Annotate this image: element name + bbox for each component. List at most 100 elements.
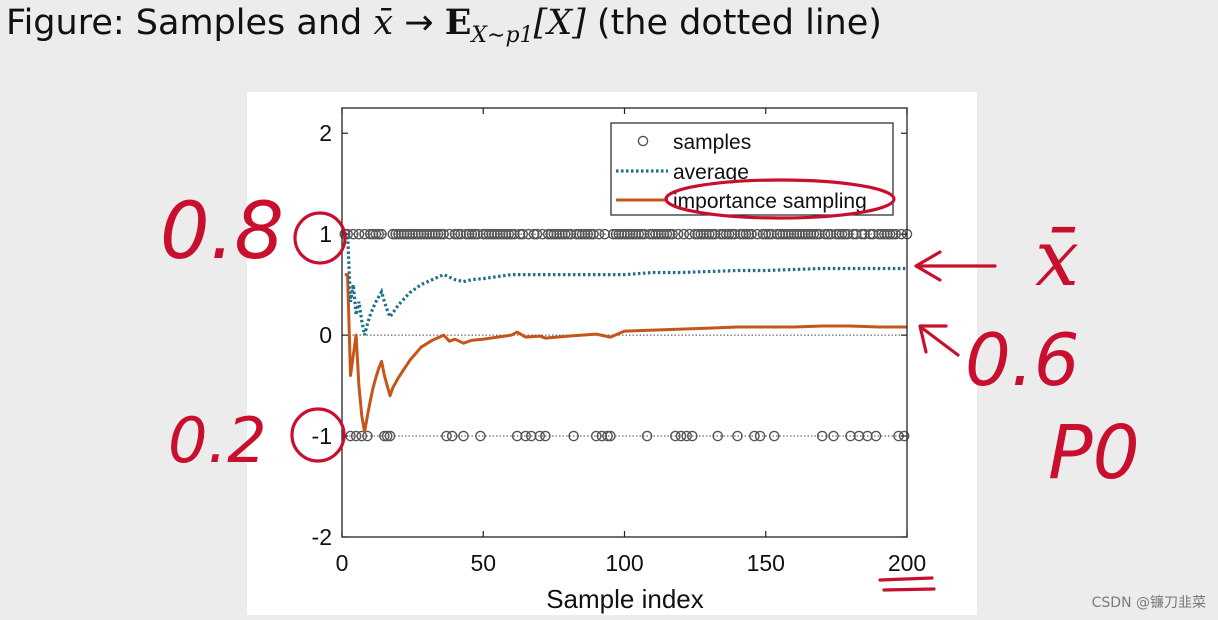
sample-marker [822, 228, 834, 240]
sample-marker [653, 228, 664, 240]
sample-marker [867, 228, 879, 240]
sample-marker [622, 228, 633, 240]
legend-label: samples [673, 131, 751, 154]
sample-marker [559, 228, 571, 240]
x-tick-label: 100 [605, 550, 643, 576]
sample-marker [814, 228, 825, 240]
sample-marker [492, 228, 503, 240]
sample-marker [401, 228, 413, 240]
watermark: CSDN @镰刀韭菜 [1091, 595, 1206, 611]
sample-marker [438, 228, 450, 240]
sample-marker [475, 430, 486, 442]
sample-marker [362, 430, 373, 442]
sample-marker [607, 228, 619, 240]
sample-marker [732, 430, 743, 442]
sample-marker [726, 228, 738, 240]
sample-marker [460, 228, 472, 240]
sample-marker [898, 430, 910, 442]
sample-marker [884, 228, 896, 240]
sample-marker [379, 430, 390, 442]
sample-marker [636, 228, 647, 240]
sample-marker [596, 430, 608, 442]
x-tick-label: 200 [888, 550, 926, 576]
sample-marker [489, 228, 500, 240]
sample-marker [472, 228, 483, 240]
sample-marker [545, 228, 557, 240]
sample-marker [387, 228, 399, 240]
sample-marker [723, 228, 735, 240]
sample-marker [712, 430, 724, 442]
sample-marker [816, 430, 828, 442]
sample-marker [760, 228, 772, 240]
sample-marker [870, 430, 882, 442]
sample-marker [856, 228, 868, 240]
sample-marker [890, 228, 902, 240]
legend-label: importance sampling [673, 190, 867, 213]
sample-marker [836, 228, 848, 240]
sample-marker [381, 430, 393, 442]
sample-marker [777, 228, 789, 240]
sample-marker [593, 228, 605, 240]
x-tick-label: 150 [747, 550, 785, 576]
sample-marker [446, 430, 458, 442]
sample-marker [571, 228, 582, 240]
sample-marker [421, 228, 433, 240]
sample-marker [839, 228, 851, 240]
sample-marker [737, 228, 749, 240]
sample-marker [768, 430, 780, 442]
axes: -2 -1 0 1 2 0 50 100 150 200 [312, 107, 926, 576]
sample-marker [523, 228, 534, 240]
sample-marker [370, 228, 382, 240]
sample-marker [588, 228, 599, 240]
sample-marker [667, 228, 678, 240]
sample-marker [531, 228, 543, 240]
sample-marker [887, 228, 899, 240]
sample-marker [644, 228, 656, 240]
sample-marker [647, 228, 659, 240]
sample-marker [458, 430, 469, 442]
annotation-arrow-importance [918, 324, 960, 357]
annotation-0-6: 0.6 [965, 318, 1080, 402]
sample-marker [876, 228, 887, 240]
sample-marker [833, 228, 845, 240]
sample-marker [537, 228, 548, 240]
sample-marker [692, 228, 704, 240]
sample-marker [735, 228, 746, 240]
sample-marker [802, 228, 814, 240]
sample-marker [661, 228, 673, 240]
title-subscript: X∼p1 [471, 23, 534, 48]
x-axis-label: Sample index [546, 584, 704, 614]
sample-marker [373, 228, 385, 240]
title-arrow: → [393, 3, 445, 43]
sample-marker [579, 228, 591, 240]
sample-marker [627, 228, 639, 240]
sample-marker [506, 228, 517, 240]
sample-marker [658, 228, 670, 240]
title-prefix: Figure: Samples and [6, 3, 374, 43]
sample-marker [845, 430, 856, 442]
sample-marker [585, 228, 596, 240]
sample-marker [463, 228, 475, 240]
sample-marker [825, 228, 837, 240]
title-expectation: E [444, 2, 472, 43]
sample-marker [449, 228, 461, 240]
sample-marker [684, 228, 695, 240]
sample-marker [873, 228, 885, 240]
x-tick-label: 50 [470, 550, 496, 576]
sample-marker [675, 430, 687, 442]
sample-marker [376, 228, 387, 240]
sample-marker [452, 228, 464, 240]
annotation-0-8: 0.8 [160, 187, 284, 277]
sample-marker [494, 228, 506, 240]
sample-marker [441, 430, 452, 442]
legend-swatch-samples [637, 135, 649, 147]
y-tick-label: 1 [319, 221, 332, 247]
annotation-underline-200 [878, 576, 936, 592]
sample-marker [805, 228, 817, 240]
sample-marker [746, 228, 757, 240]
sample-marker [780, 228, 791, 240]
sample-marker [582, 228, 594, 240]
sample-marker [350, 430, 362, 442]
sample-marker [881, 228, 893, 240]
